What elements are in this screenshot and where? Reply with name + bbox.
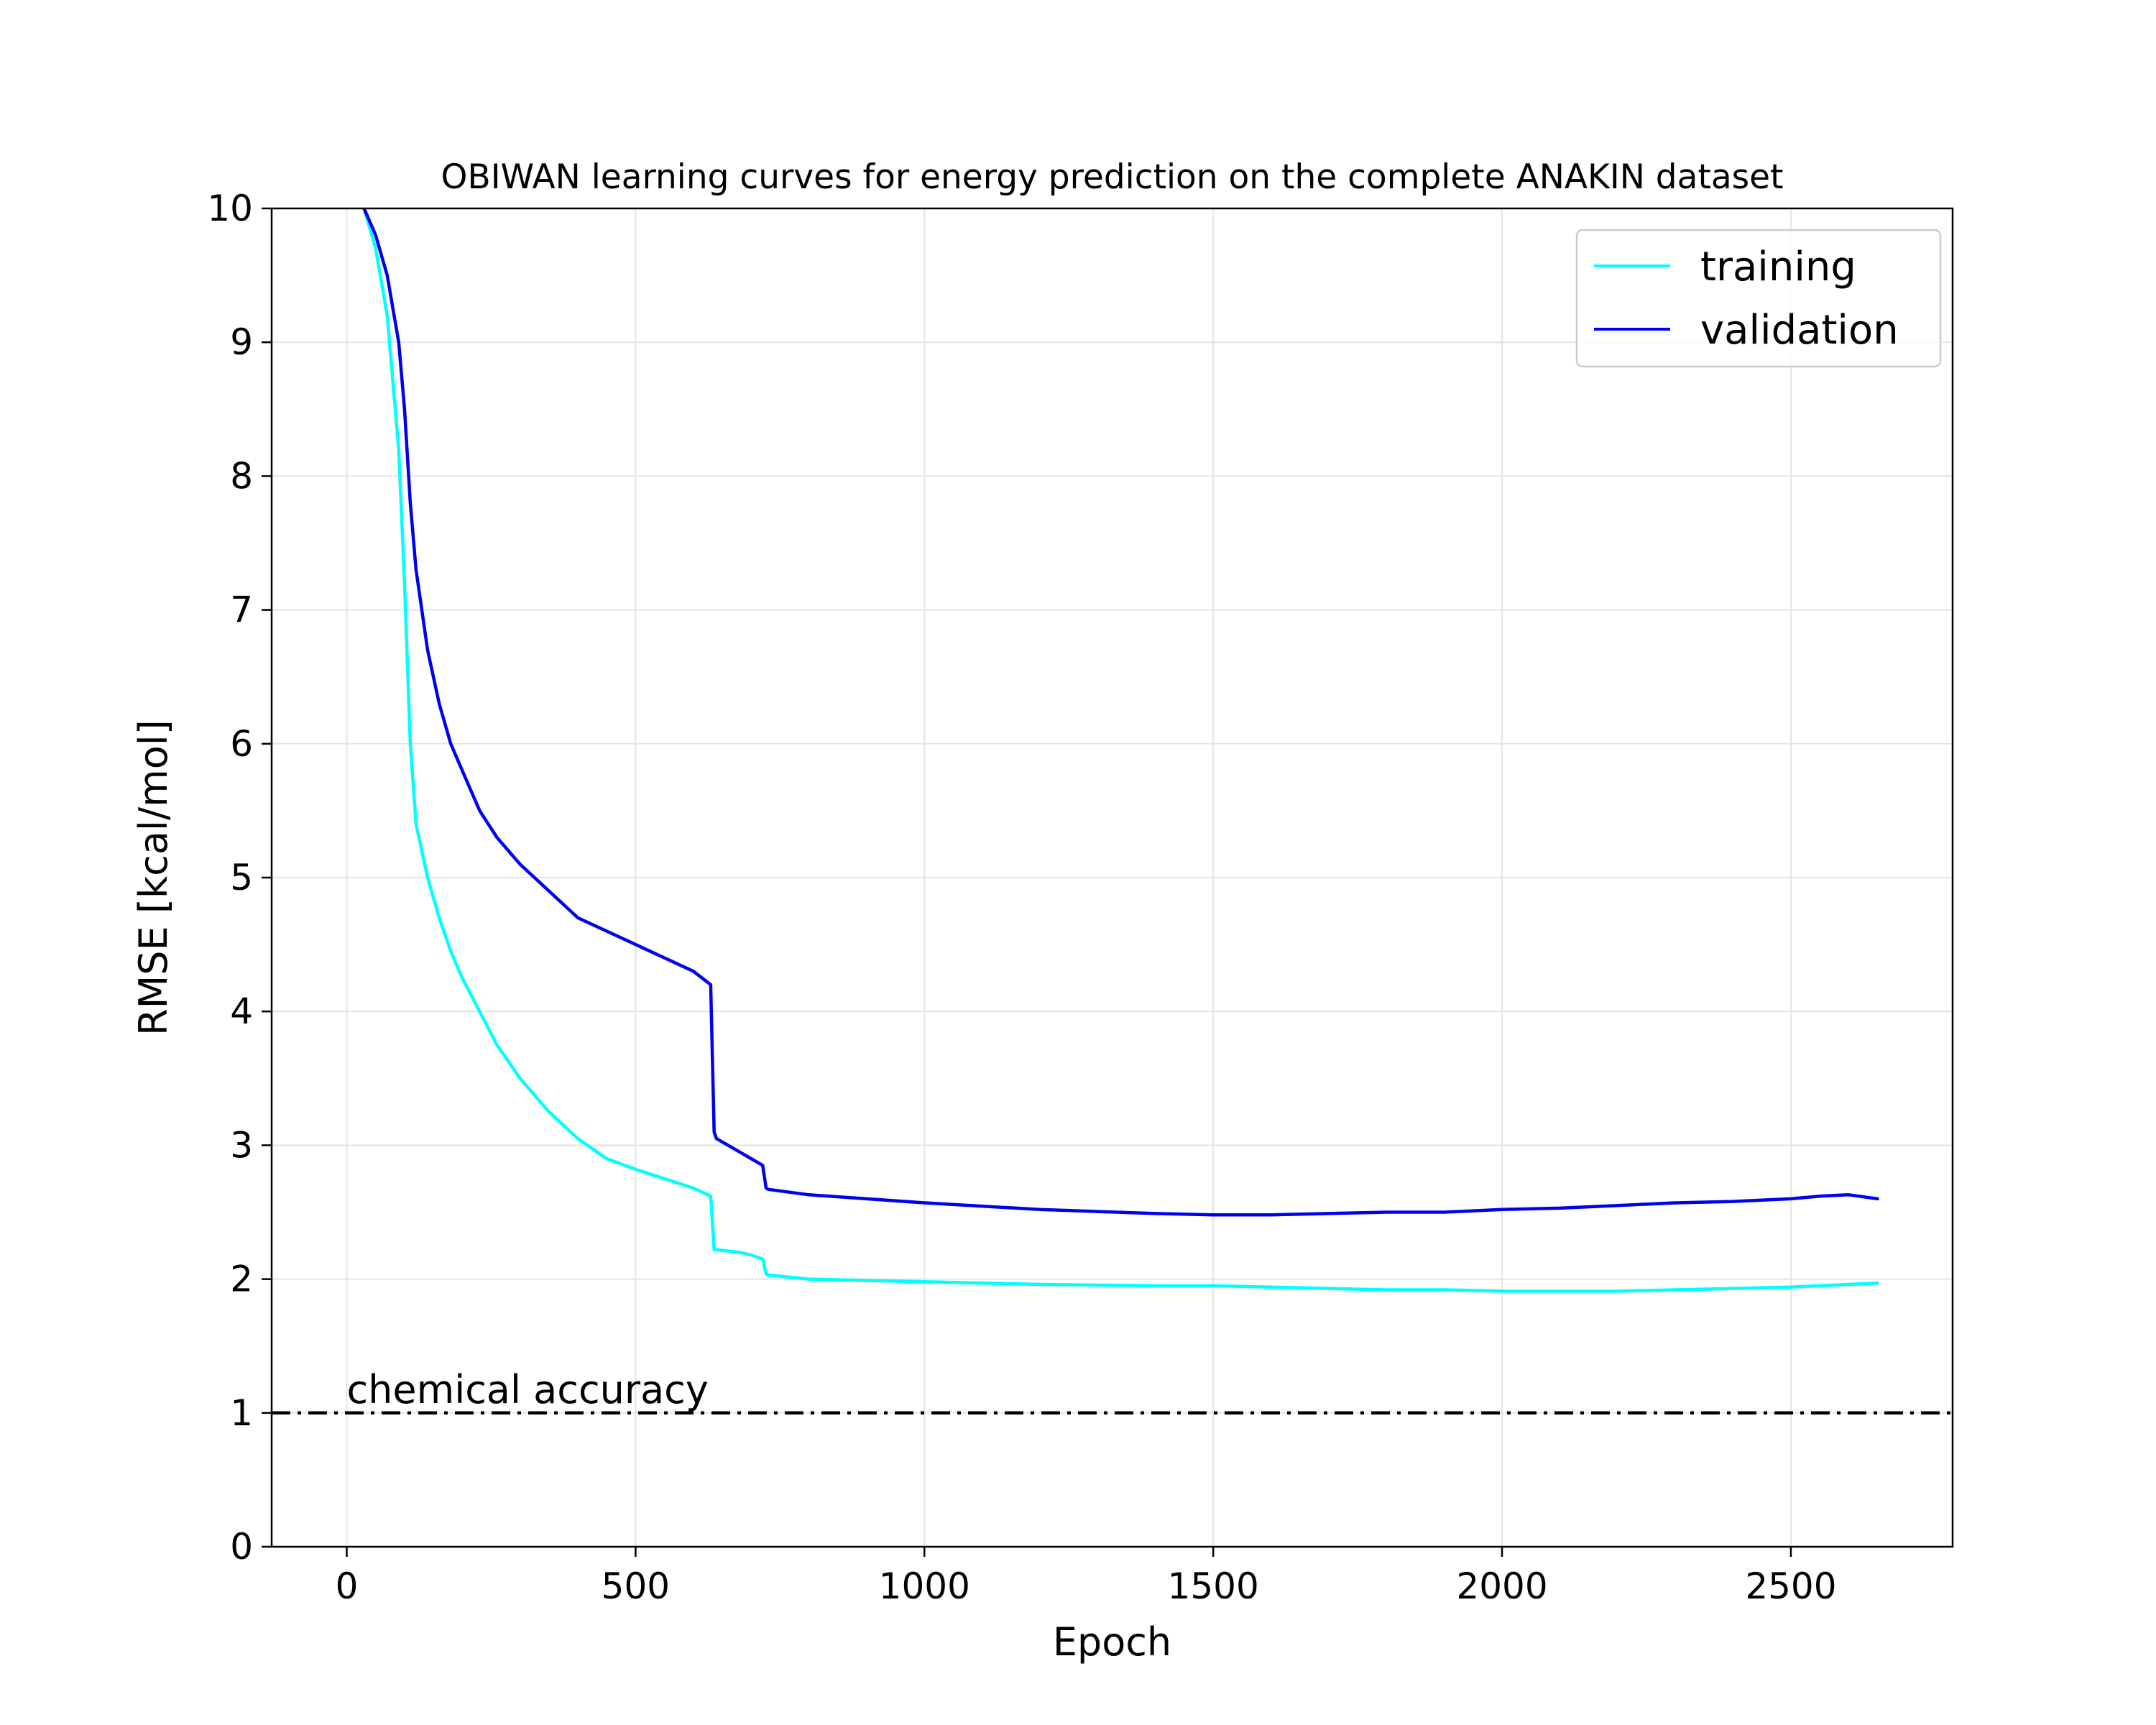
y-tick-label: 1 [230,1392,253,1434]
series-line-validation [362,208,1879,1217]
ticks: 0 500 1000 1500 2000 2500 0 1 2 3 4 5 6 7 8 9 10 [207,188,1836,1607]
y-tick-label: 10 [207,188,253,229]
y-tick-label: 3 [230,1124,253,1166]
x-axis-title: Epoch [1053,1619,1171,1665]
y-tick-label: 2 [230,1259,253,1300]
legend-label-validation: validation [1700,307,1899,354]
y-tick-label: 6 [230,723,253,765]
y-tick-label: 7 [230,589,253,631]
series-layer [362,208,1879,1293]
x-tick-label: 1500 [1168,1565,1259,1607]
x-tick-label: 0 [336,1565,359,1607]
grid [272,208,1953,1547]
series-line-training [362,208,1879,1293]
y-tick-label: 8 [230,455,253,497]
chart-title: OBIWAN learning curves for energy predic… [441,157,1783,197]
legend-label-training: training [1700,244,1856,290]
reference-line-label: chemical accuracy [346,1367,708,1412]
legend-box [1575,229,1942,368]
y-tick-label: 5 [230,857,253,898]
x-tick-label: 1000 [879,1565,970,1607]
y-tick-label: 4 [230,990,253,1032]
x-tick-label: 2000 [1456,1565,1547,1607]
x-tick-label: 500 [602,1565,670,1607]
y-tick-label: 9 [230,321,253,363]
y-axis-title: RMSE [kcal/mol] [131,719,176,1036]
x-tick-label: 2500 [1745,1565,1836,1607]
legend: training validation [1575,229,1942,368]
y-tick-label: 0 [230,1526,253,1568]
